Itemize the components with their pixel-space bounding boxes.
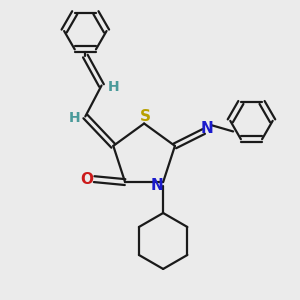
Text: N: N — [151, 178, 164, 193]
Text: H: H — [107, 80, 119, 94]
Text: O: O — [80, 172, 93, 187]
Text: H: H — [68, 111, 80, 125]
Text: N: N — [201, 121, 214, 136]
Text: S: S — [140, 109, 151, 124]
